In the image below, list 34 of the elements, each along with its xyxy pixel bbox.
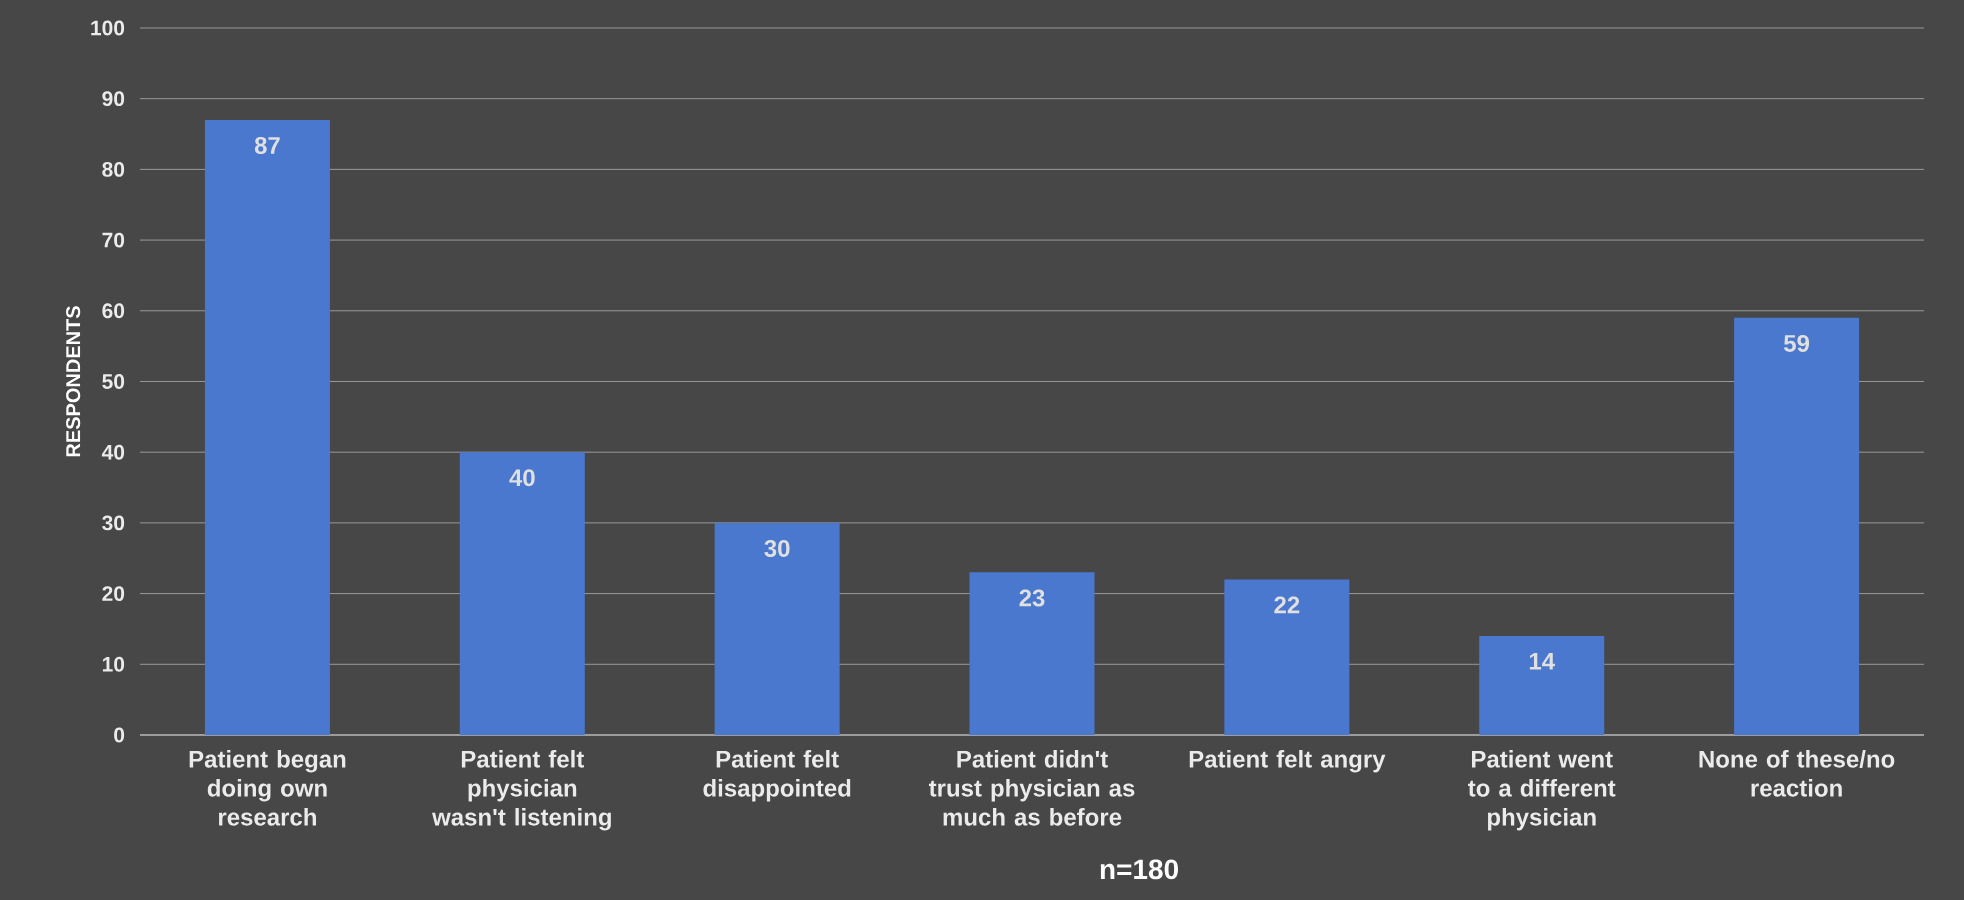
x-tick-label: Patient felt disappointed [703, 750, 851, 802]
data-label: 22 [1274, 596, 1300, 614]
x-tick-label: Patient felt physician wasn't listening [432, 750, 611, 831]
bar [459, 452, 585, 735]
y-axis-title: RESPONDENTS [66, 306, 81, 457]
bar [714, 522, 840, 735]
y-tick-label: 50 [102, 374, 125, 389]
data-label: 59 [1783, 334, 1810, 352]
bar [1734, 317, 1860, 735]
y-tick-label: 10 [102, 656, 125, 672]
data-label: 14 [1529, 653, 1555, 670]
data-label: 23 [1019, 589, 1045, 607]
data-label: 40 [509, 469, 535, 487]
bar [1479, 636, 1605, 735]
x-tick-label: None of these/no reaction [1699, 750, 1895, 797]
y-tick-label: 80 [102, 161, 125, 177]
y-tick-label: 30 [102, 515, 125, 531]
x-tick-label: Patient went to a different physician [1468, 750, 1616, 831]
y-tick-label: 60 [102, 303, 125, 319]
y-tick-label: 100 [91, 20, 125, 36]
y-tick-label: 90 [102, 91, 125, 107]
bar [204, 119, 330, 735]
y-tick-label: 40 [101, 444, 125, 460]
y-tick-label: 70 [102, 232, 125, 248]
text: n=180 [1100, 859, 1178, 880]
data-label: 30 [764, 539, 790, 557]
bar [969, 572, 1095, 735]
y-tick-label: 0 [114, 727, 125, 743]
x-tick-label: Patient felt angry [1189, 750, 1386, 773]
bar [1224, 579, 1350, 735]
x-tick-label: Patient didn't trust physician as much as before [928, 750, 1135, 826]
x-tick-label: Patient began doing own research [189, 750, 346, 826]
y-tick-label: 20 [102, 586, 125, 602]
data-label: 87 [254, 136, 280, 154]
